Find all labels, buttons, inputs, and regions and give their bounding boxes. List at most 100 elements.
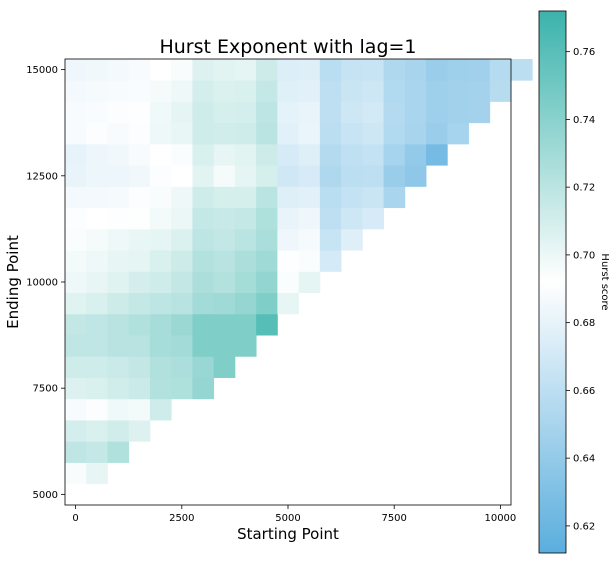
- heatmap-cell: [213, 271, 236, 294]
- heatmap-cell: [65, 228, 87, 251]
- colorbar-title: Hurst score: [599, 253, 610, 310]
- colorbar-tick-label: 0.74: [573, 115, 595, 126]
- heatmap-cell: [383, 143, 406, 166]
- heatmap-cell: [234, 122, 257, 145]
- heatmap-cell: [256, 143, 278, 166]
- heatmap-cell: [65, 59, 87, 81]
- heatmap-cell: [65, 271, 87, 294]
- heatmap-cell: [277, 228, 300, 251]
- heatmap-cell: [277, 80, 300, 102]
- heatmap-cell: [65, 420, 87, 442]
- x-tick-label: 10000: [484, 513, 516, 524]
- heatmap-cell: [86, 122, 108, 145]
- heatmap-cell: [107, 165, 130, 187]
- heatmap-cell: [426, 122, 448, 145]
- heatmap-cell: [192, 207, 215, 230]
- x-tick-label: 0: [72, 513, 78, 524]
- heatmap-cell: [468, 59, 491, 81]
- heatmap-cell: [171, 207, 193, 230]
- heatmap-cell: [319, 59, 342, 81]
- heatmap-cell: [86, 59, 108, 81]
- heatmap-cell: [192, 59, 215, 81]
- heatmap-cell: [149, 271, 172, 294]
- heatmap-cell: [298, 250, 321, 272]
- heatmap-cell: [128, 356, 151, 378]
- heatmap-cell: [256, 59, 278, 81]
- heatmap-cell: [86, 313, 108, 336]
- heatmap-cell: [298, 80, 321, 102]
- heatmap-cell: [128, 228, 151, 251]
- heatmap-cell: [86, 335, 108, 357]
- heatmap-cell: [107, 250, 130, 272]
- heatmap-cell: [383, 186, 406, 209]
- heatmap-cell: [277, 165, 300, 187]
- heatmap-cells: [65, 59, 533, 506]
- heatmap-cell: [277, 271, 300, 294]
- heatmap-cell: [192, 80, 215, 102]
- heatmap-cell: [107, 441, 130, 463]
- heatmap-cell: [65, 462, 87, 485]
- heatmap-cell: [149, 292, 172, 315]
- heatmap-cell: [256, 228, 278, 251]
- heatmap-cell: [128, 80, 151, 102]
- heatmap-cell: [468, 80, 491, 102]
- heatmap-cell: [149, 335, 172, 357]
- heatmap-cell: [213, 59, 236, 81]
- heatmap-cell: [171, 335, 193, 357]
- heatmap-cell: [128, 143, 151, 166]
- heatmap-cell: [149, 377, 172, 400]
- heatmap-cell: [128, 165, 151, 187]
- heatmap-cell: [149, 250, 172, 272]
- heatmap-cell: [383, 101, 406, 124]
- heatmap-cell: [149, 165, 172, 187]
- heatmap-cell: [404, 143, 427, 166]
- heatmap-cell: [319, 122, 342, 145]
- heatmap-cell: [128, 398, 151, 421]
- heatmap-cell: [128, 271, 151, 294]
- colorbar-tick-label: 0.72: [573, 183, 595, 194]
- heatmap-cell: [298, 101, 321, 124]
- heatmap-cell: [213, 101, 236, 124]
- heatmap-cell: [213, 356, 236, 378]
- heatmap-cell: [171, 250, 193, 272]
- heatmap-cell: [192, 356, 215, 378]
- heatmap-cell: [149, 59, 172, 81]
- colorbar-axis: 0.62 0.64 0.66 0.68 0.70 0.72 0.74 0.76: [566, 47, 595, 532]
- heatmap-cell: [192, 143, 215, 166]
- heatmap-cell: [404, 165, 427, 187]
- heatmap-cell: [362, 122, 384, 145]
- heatmap-cell: [426, 101, 448, 124]
- heatmap-cell: [128, 186, 151, 209]
- heatmap-cell: [447, 59, 469, 81]
- heatmap-cell: [213, 165, 236, 187]
- heatmap-cell: [65, 143, 87, 166]
- heatmap-cell: [404, 59, 427, 81]
- heatmap-cell: [341, 207, 363, 230]
- heatmap-cell: [383, 165, 406, 187]
- heatmap-cell: [192, 250, 215, 272]
- heatmap-cell: [319, 165, 342, 187]
- heatmap-cell: [128, 207, 151, 230]
- colorbar-tick-label: 0.76: [573, 47, 595, 58]
- heatmap-cell: [192, 271, 215, 294]
- heatmap-cell: [149, 398, 172, 421]
- heatmap-cell: [149, 313, 172, 336]
- y-tick-label: 7500: [33, 384, 58, 395]
- heatmap-cell: [171, 271, 193, 294]
- heatmap-cell: [128, 122, 151, 145]
- heatmap-cell: [341, 186, 363, 209]
- heatmap-cell: [319, 80, 342, 102]
- heatmap-cell: [341, 80, 363, 102]
- heatmap-cell: [128, 59, 151, 81]
- heatmap-cell: [149, 356, 172, 378]
- heatmap-cell: [213, 335, 236, 357]
- heatmap-cell: [213, 186, 236, 209]
- heatmap-cell: [319, 143, 342, 166]
- heatmap-cell: [192, 377, 215, 400]
- heatmap-cell: [65, 101, 87, 124]
- heatmap-cell: [107, 420, 130, 442]
- heatmap-cell: [341, 122, 363, 145]
- heatmap-cell: [426, 80, 448, 102]
- heatmap-cell: [65, 441, 87, 463]
